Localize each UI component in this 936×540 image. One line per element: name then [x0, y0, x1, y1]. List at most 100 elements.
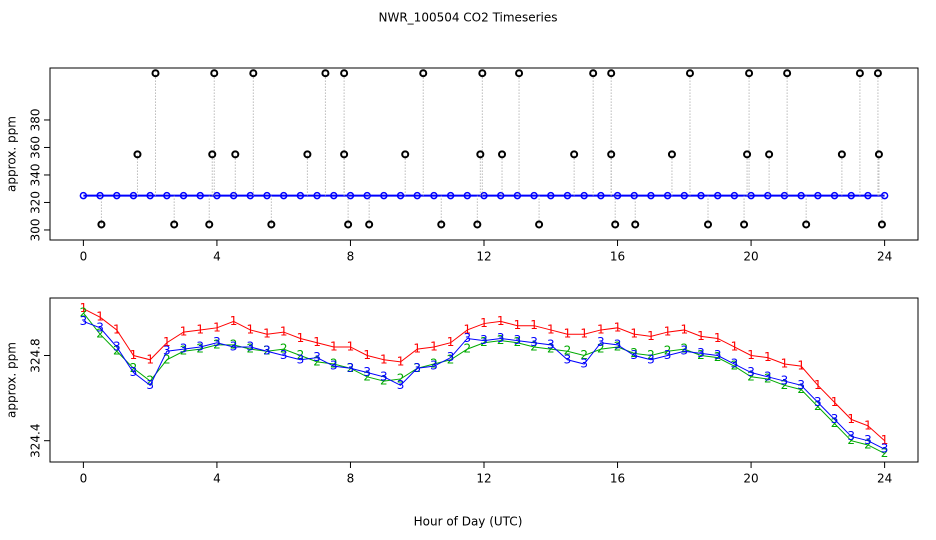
point-label: 1: [514, 318, 522, 332]
point: [743, 150, 752, 159]
point: [667, 150, 676, 159]
y-tick-label: 300: [29, 219, 43, 242]
point-label: 2: [280, 342, 288, 356]
point-label: 2: [781, 378, 789, 392]
point: [296, 191, 305, 200]
point: [129, 191, 138, 200]
point: [249, 69, 258, 78]
point: [463, 191, 472, 200]
point-label: 1: [313, 335, 321, 349]
point: [630, 191, 638, 200]
point: [764, 191, 772, 200]
point: [745, 69, 754, 78]
point-label: 3: [397, 378, 405, 392]
point-label: 3: [113, 339, 121, 353]
point-label: 3: [80, 314, 88, 328]
point: [313, 191, 321, 200]
y-tick-label: 324.4: [29, 424, 43, 458]
x-tick-label: 12: [476, 472, 491, 486]
point-label: 1: [246, 322, 254, 336]
point-label: 2: [564, 344, 572, 358]
point-label: 2: [297, 348, 305, 362]
point: [208, 150, 217, 159]
y-axis-label: approx. ppm: [5, 342, 19, 418]
point-label: 3: [130, 365, 138, 379]
x-tick-label: 16: [610, 472, 625, 486]
series-line: [83, 320, 885, 450]
x-tick-label: 24: [877, 250, 892, 264]
point-label: 3: [463, 331, 471, 345]
point: [210, 69, 219, 78]
x-tick-label: 8: [347, 472, 355, 486]
point-label: 3: [330, 359, 338, 373]
point: [597, 191, 605, 200]
point-label: 2: [747, 369, 755, 383]
point-label: 1: [363, 348, 371, 362]
point-label: 3: [814, 395, 822, 409]
point-label: 3: [96, 320, 104, 334]
point-label: 3: [664, 348, 672, 362]
point-label: 2: [614, 339, 622, 353]
point-label: 3: [196, 339, 204, 353]
point: [830, 191, 839, 200]
point: [663, 191, 672, 200]
point-label: 3: [781, 374, 789, 388]
point-label: 1: [447, 335, 455, 349]
point: [713, 191, 722, 200]
point-label: 1: [463, 322, 471, 336]
point: [113, 191, 121, 200]
point-label: 2: [697, 348, 705, 362]
point-label: 2: [80, 305, 88, 319]
point-label: 1: [881, 433, 889, 447]
point-label: 1: [380, 352, 388, 366]
point-label: 1: [814, 378, 822, 392]
point: [685, 69, 694, 78]
point-label: 1: [297, 331, 305, 345]
x-tick-label: 12: [476, 250, 491, 264]
point-label: 2: [430, 357, 438, 371]
point-label: 1: [280, 325, 288, 339]
point-label: 1: [263, 327, 271, 341]
point-label: 1: [113, 322, 121, 336]
point: [547, 191, 555, 200]
point: [267, 220, 276, 229]
point-label: 2: [497, 333, 505, 347]
point: [730, 191, 739, 200]
point-label: 3: [230, 339, 238, 353]
x-tick-label: 4: [213, 250, 221, 264]
point-label: 2: [530, 339, 538, 353]
point-label: 3: [430, 359, 438, 373]
point-label: 3: [697, 346, 705, 360]
point: [613, 191, 622, 200]
point: [580, 191, 588, 200]
x-tick-label: 20: [743, 472, 758, 486]
point-label: 1: [680, 322, 688, 336]
point-label: 1: [497, 314, 505, 328]
point: [446, 191, 455, 200]
point: [321, 69, 330, 78]
point: [96, 191, 104, 200]
point-label: 1: [96, 310, 104, 324]
point-label: 2: [680, 342, 688, 356]
point-label: 3: [864, 433, 872, 447]
point-label: 2: [463, 342, 471, 356]
point: [430, 191, 438, 200]
point-label: 3: [313, 350, 321, 364]
point-label: 3: [280, 348, 288, 362]
series-line: [82, 312, 885, 454]
x-tick-label: 20: [743, 250, 758, 264]
point-label: 3: [530, 335, 538, 349]
point: [344, 220, 353, 229]
point: [647, 191, 655, 200]
point-label: 2: [213, 337, 221, 351]
point: [535, 220, 544, 229]
point-label: 1: [180, 325, 188, 339]
point-label: 1: [480, 316, 488, 330]
point: [419, 69, 428, 78]
point-label: 1: [647, 329, 655, 343]
point-label: 1: [213, 320, 221, 334]
point: [330, 191, 338, 200]
point: [480, 191, 488, 200]
point-label: 3: [614, 337, 622, 351]
